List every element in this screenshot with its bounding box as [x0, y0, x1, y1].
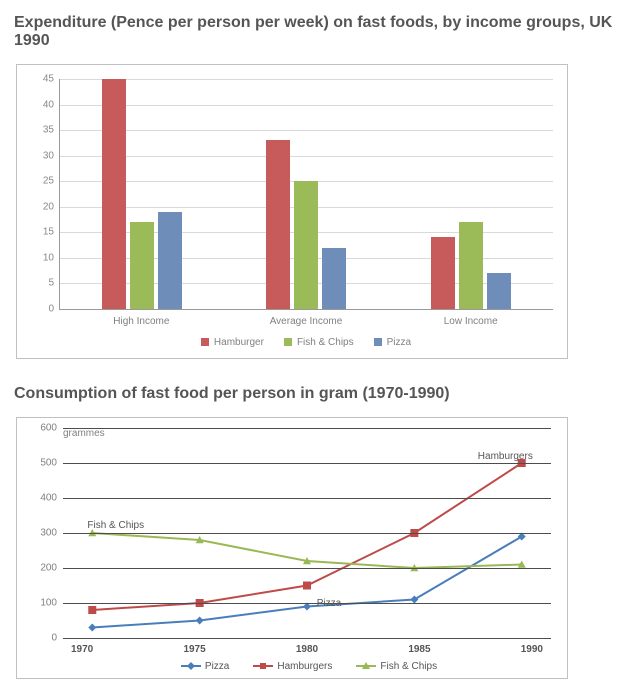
legend-item: Hamburger — [201, 337, 264, 348]
bar — [130, 222, 154, 309]
legend-item: Fish & Chips — [284, 337, 354, 348]
legend-item: Pizza — [374, 337, 411, 348]
y-tick-label: 5 — [32, 278, 54, 289]
line-plot-area: grammes 0100200300400500600HamburgersFis… — [63, 428, 551, 638]
legend-swatch — [253, 661, 273, 671]
bar-x-labels: High IncomeAverage IncomeLow Income — [59, 310, 553, 327]
legend-item: Fish & Chips — [356, 661, 437, 672]
bar — [294, 181, 318, 309]
series-marker — [518, 561, 526, 568]
bar — [459, 222, 483, 309]
gridline — [63, 498, 551, 499]
y-tick-label: 40 — [32, 99, 54, 110]
gridline — [63, 638, 551, 639]
bar-group — [389, 79, 553, 309]
x-tick-label: 1980 — [296, 644, 318, 655]
gridline — [63, 603, 551, 604]
series-marker — [196, 536, 204, 543]
bar — [322, 248, 346, 309]
series-marker — [303, 582, 311, 590]
y-tick-label: 100 — [31, 598, 57, 609]
y-tick-label: 10 — [32, 252, 54, 263]
x-tick-label: 1970 — [71, 644, 93, 655]
y-tick-label: 600 — [31, 423, 57, 434]
gridline — [63, 533, 551, 534]
line-chart-title: Consumption of fast food per person in g… — [14, 385, 626, 403]
series-annotation: Pizza — [317, 598, 341, 609]
legend-swatch — [181, 661, 201, 671]
x-tick-label: Low Income — [388, 310, 553, 327]
line-chart: grammes 0100200300400500600HamburgersFis… — [16, 417, 568, 679]
bar-group — [60, 79, 224, 309]
bar-plot-area: 051015202530354045 — [59, 79, 553, 310]
bar — [431, 237, 455, 309]
bar-chart: 051015202530354045 High IncomeAverage In… — [16, 64, 568, 359]
y-tick-label: 0 — [32, 304, 54, 315]
y-tick-label: 0 — [31, 633, 57, 644]
bar — [487, 273, 511, 309]
legend-swatch — [356, 661, 376, 671]
gridline — [63, 568, 551, 569]
spacer — [14, 359, 626, 385]
bar-chart-title: Expenditure (Pence per person per week) … — [14, 14, 626, 50]
bar — [158, 212, 182, 309]
y-tick-label: 25 — [32, 176, 54, 187]
series-marker — [88, 624, 96, 632]
gridline — [63, 428, 551, 429]
y-tick-label: 500 — [31, 458, 57, 469]
series-marker — [303, 557, 311, 564]
line-x-labels: 1970 1975 1980 1985 1990 — [63, 638, 551, 655]
y-tick-label: 400 — [31, 493, 57, 504]
series-annotation: Fish & Chips — [87, 520, 144, 531]
x-tick-label: 1985 — [408, 644, 430, 655]
series-annotation: Hamburgers — [478, 451, 533, 462]
series-marker — [88, 606, 96, 614]
gridline — [63, 463, 551, 464]
bar-legend: Hamburger Fish & Chips Pizza — [59, 337, 553, 348]
bar — [266, 140, 290, 309]
legend-item: Pizza — [181, 661, 229, 672]
x-tick-label: High Income — [59, 310, 224, 327]
legend-swatch — [374, 338, 382, 346]
y-tick-label: 200 — [31, 563, 57, 574]
y-tick-label: 35 — [32, 125, 54, 136]
y-tick-label: 300 — [31, 528, 57, 539]
legend-item: Hamburgers — [253, 661, 332, 672]
series-marker — [196, 617, 204, 625]
y-tick-label: 30 — [32, 150, 54, 161]
legend-swatch — [284, 338, 292, 346]
bar-group — [224, 79, 388, 309]
y-tick-label: 20 — [32, 201, 54, 212]
bar-groups — [60, 79, 553, 309]
legend-swatch — [201, 338, 209, 346]
bar — [102, 79, 126, 309]
y-tick-label: 45 — [32, 74, 54, 85]
y-tick-label: 15 — [32, 227, 54, 238]
x-tick-label: 1975 — [183, 644, 205, 655]
x-tick-label: 1990 — [521, 644, 543, 655]
line-legend: Pizza Hamburgers Fish & Chips — [63, 661, 555, 672]
x-tick-label: Average Income — [224, 310, 389, 327]
